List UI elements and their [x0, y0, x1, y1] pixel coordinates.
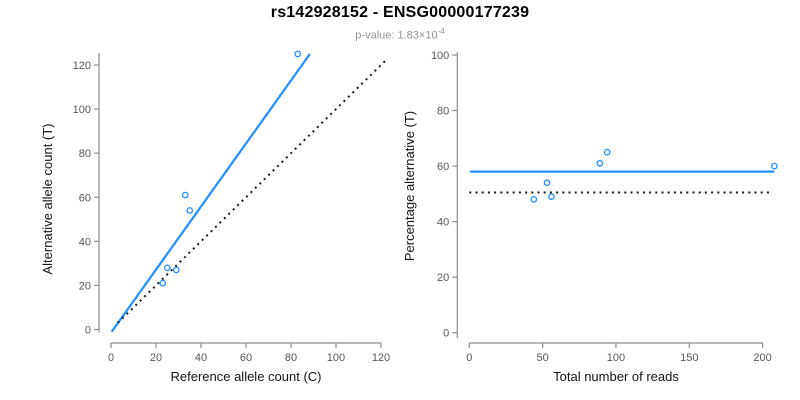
y-tick-label: 20: [437, 272, 449, 284]
y-tick-label: 80: [79, 148, 91, 160]
y-tick-label: 20: [79, 280, 91, 292]
x-tick-label: 60: [240, 352, 252, 364]
x-tick-label: 100: [607, 352, 625, 364]
data-point: [163, 264, 171, 272]
y-tick-label: 60: [437, 161, 449, 173]
figure-title: rs142928152 - ENSG00000177239: [270, 4, 530, 21]
data-point: [596, 159, 604, 167]
data-point: [294, 50, 302, 58]
y-tick-label: 80: [437, 106, 449, 118]
x-tick-label: 120: [372, 352, 390, 364]
pvalue-label: p-value:: [355, 29, 398, 42]
figure-subtitle: p-value: 1.83×10-4: [0, 27, 800, 42]
data-point: [603, 148, 611, 156]
x-tick-label: 150: [680, 352, 698, 364]
data-point: [159, 279, 167, 287]
data-point: [186, 207, 194, 214]
left-plot: 0 20 40 60 80 100 120 0 20 40 60 80 100 120 Reference …: [40, 50, 390, 384]
x-tick-label: 40: [195, 352, 207, 364]
pvalue-exponent: -4: [437, 27, 445, 36]
data-point: [770, 162, 778, 170]
fit-line: [110, 53, 311, 333]
y-axis-title: Percentage alternative (T): [402, 111, 417, 261]
y-tick-label: 60: [79, 192, 91, 204]
y-tick-label: 40: [79, 236, 91, 248]
data-point: [530, 196, 538, 203]
data-point: [172, 266, 180, 274]
x-tick-label: 0: [466, 352, 472, 364]
y-tick-label: 100: [431, 50, 449, 62]
y-axis-title: Alternative allele count (T): [40, 123, 55, 274]
x-tick-label: 50: [537, 352, 549, 364]
y-tick-label: 0: [85, 325, 91, 337]
y-tick-label: 40: [437, 217, 449, 229]
y-tick-label: 100: [73, 104, 91, 116]
identity-line: [117, 57, 389, 324]
x-tick-label: 0: [108, 352, 114, 364]
right-plot: 0 20 40 60 80 100 0 50 100 150 200 Total number of …: [402, 50, 778, 384]
data-point: [543, 179, 551, 187]
x-tick-label: 100: [327, 352, 345, 364]
x-tick-label: 20: [150, 352, 162, 364]
x-axis-title: Reference allele count (C): [170, 369, 321, 384]
y-tick-label: 0: [443, 328, 449, 340]
data-point: [548, 193, 555, 200]
pvalue-base: 1.83×10: [397, 29, 438, 42]
x-tick-label: 80: [285, 352, 297, 364]
x-tick-label: 200: [753, 352, 771, 364]
data-point: [181, 191, 189, 199]
x-axis-title: Total number of reads: [553, 369, 679, 384]
y-tick-label: 120: [73, 60, 91, 72]
